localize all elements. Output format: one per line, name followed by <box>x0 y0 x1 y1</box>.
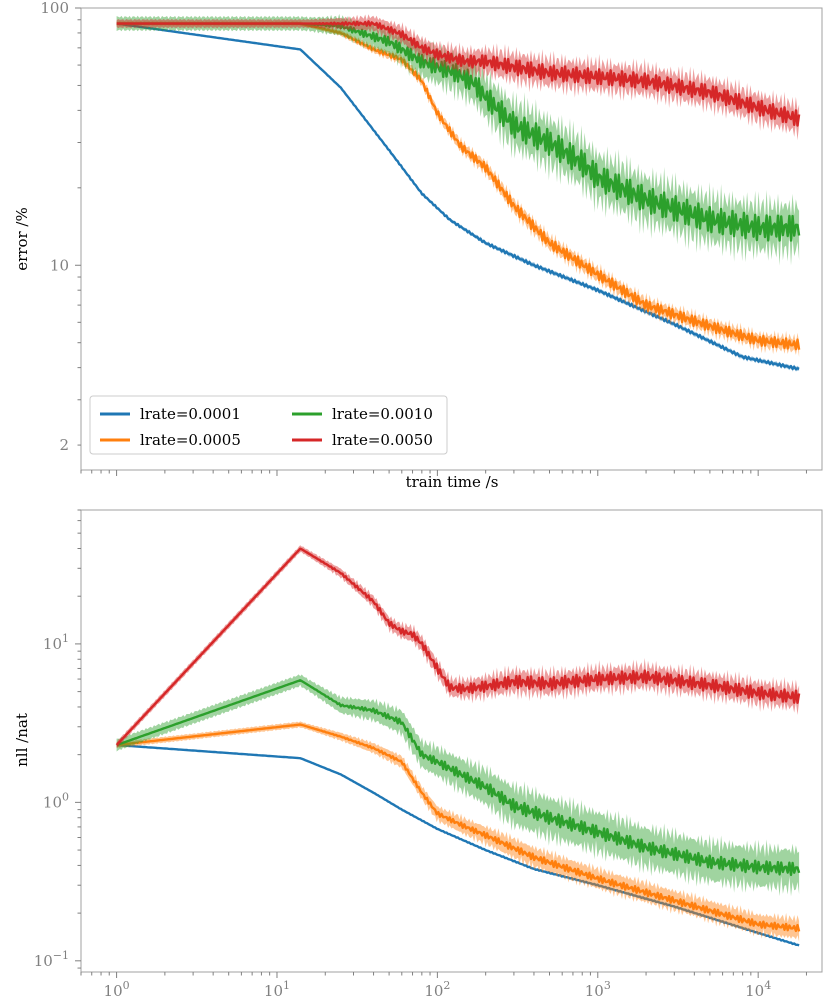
error-series-lrate-0-0050-line <box>116 20 801 127</box>
legend-entry-lrate-0-0050: lrate=0.0050 <box>292 431 433 449</box>
error-y-tick-label: 100 <box>40 0 69 17</box>
error-plot: 100 10 2 train time /s error /% lrate=0.00… <box>13 0 823 491</box>
nll-y-tick-label: 10−1 <box>34 949 69 970</box>
error-plot-frame <box>80 7 823 471</box>
nll-series-lrate-0-0010-line <box>116 679 801 877</box>
error-x-axis-label: train time /s <box>406 473 499 491</box>
error-y-axis-label: error /% <box>13 207 31 271</box>
nll-series-lrate-0-0050-line <box>115 547 801 746</box>
nll-x-tick-label: 101 <box>264 979 290 997</box>
nll-x-tick-label: 100 <box>104 979 130 997</box>
nll-y-tick-label: 101 <box>43 632 69 653</box>
nll-x-tick-label: 103 <box>585 979 611 997</box>
nll-y-axis-label: nll /nat <box>13 713 31 767</box>
error-series-lrate-0-0050-band <box>116 14 800 141</box>
nll-series-group <box>115 545 801 947</box>
nll-plot: 100 101 102 103 104 101 100 10−1 nll /nat <box>13 509 823 1000</box>
nll-series-lrate-0-0050-band <box>116 545 800 748</box>
legend: lrate=0.0001 lrate=0.0005 lrate=0.0010 lrat… <box>89 395 448 455</box>
legend-label: lrate=0.0050 <box>332 431 433 449</box>
error-y-tick-label: 2 <box>59 436 69 454</box>
legend-label: lrate=0.0001 <box>140 405 241 423</box>
error-series-group <box>116 13 801 372</box>
nll-series-lrate-0-0001-line <box>116 743 800 947</box>
nll-series-lrate-0-0005-line <box>116 723 801 933</box>
legend-label: lrate=0.0005 <box>140 431 241 449</box>
legend-entry-lrate-0-0010: lrate=0.0010 <box>292 405 433 423</box>
nll-x-tick-label: 102 <box>424 979 450 997</box>
nll-plot-frame <box>80 509 823 973</box>
nll-x-ticks: 100 101 102 103 104 <box>80 972 807 1000</box>
legend-entry-lrate-0-0001: lrate=0.0001 <box>100 405 241 423</box>
legend-label: lrate=0.0010 <box>332 405 433 423</box>
error-series-lrate-0-0001-line <box>116 22 800 371</box>
error-y-ticks: 100 10 2 <box>40 0 81 454</box>
nll-y-tick-label: 100 <box>43 790 69 811</box>
error-y-tick-label: 10 <box>50 256 69 274</box>
nll-y-ticks: 101 100 10−1 <box>34 509 81 970</box>
legend-box <box>89 395 448 455</box>
nll-x-tick-label: 104 <box>745 979 771 997</box>
legend-entry-lrate-0-0005: lrate=0.0005 <box>100 431 241 449</box>
error-x-ticks <box>80 470 807 476</box>
